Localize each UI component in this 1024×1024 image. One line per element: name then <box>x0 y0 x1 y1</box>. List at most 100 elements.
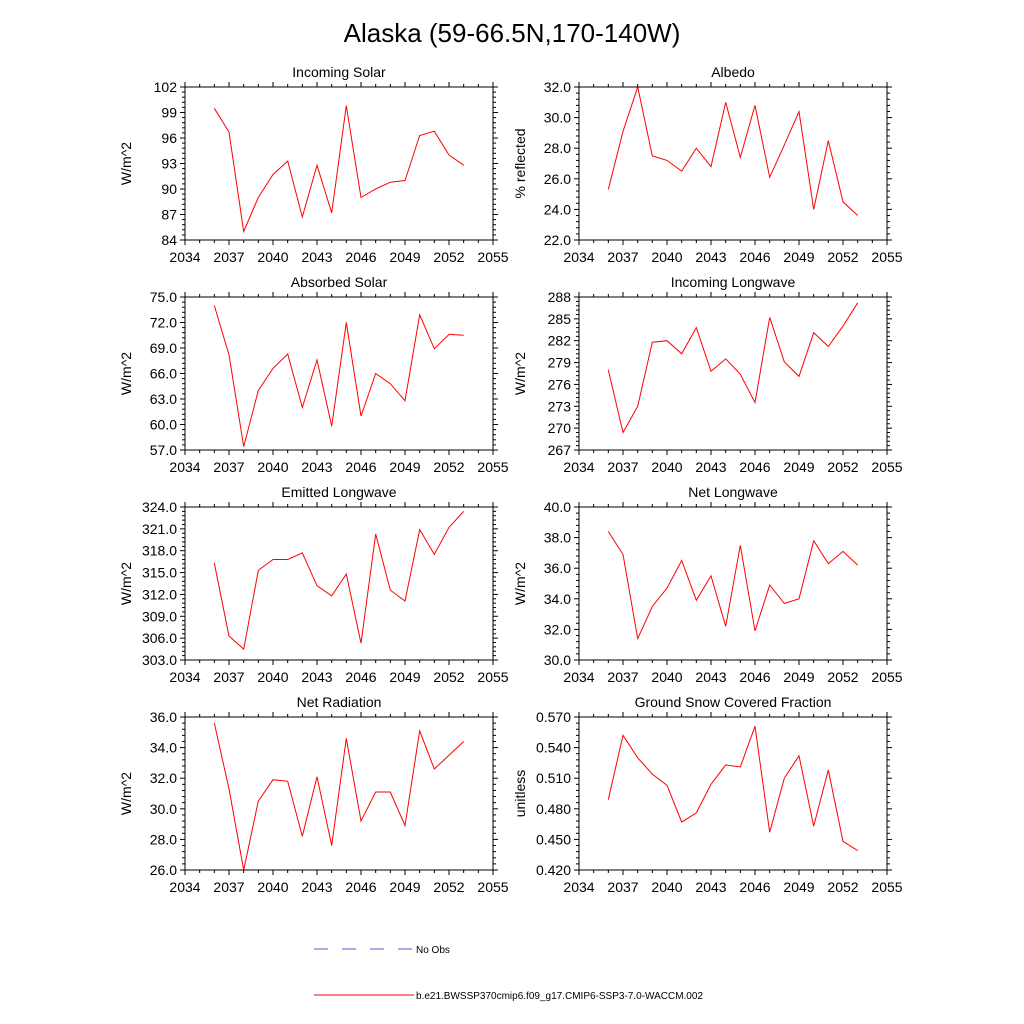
chart-panel: Incoming Solar W/m^2 84 87 90 93 96 99 102 2034 20… <box>118 64 509 265</box>
y-tick-label: 66.0 <box>150 366 177 382</box>
y-tick-label: 0.540 <box>536 740 571 756</box>
y-tick-label: 321.0 <box>142 521 177 537</box>
series-line <box>607 531 859 641</box>
y-tick-label: 288 <box>548 289 572 305</box>
y-tick-label: 0.450 <box>536 831 571 847</box>
y-axis-label: W/m^2 <box>512 562 528 605</box>
panel-title: Net Radiation <box>297 694 382 710</box>
x-tick-label: 2043 <box>301 879 332 895</box>
panels: Incoming Solar W/m^2 84 87 90 93 96 99 102 2034 20… <box>118 64 903 895</box>
x-tick-label: 2043 <box>695 249 726 265</box>
x-tick-label: 2046 <box>739 249 770 265</box>
y-tick-label: 276 <box>548 376 572 392</box>
y-tick-label: 30.0 <box>150 801 177 817</box>
x-tick-label: 2037 <box>607 249 638 265</box>
x-tick-label: 2037 <box>213 669 244 685</box>
x-tick-label: 2034 <box>169 249 200 265</box>
x-tick-label: 2034 <box>169 459 200 475</box>
y-tick-label: 32.0 <box>544 621 571 637</box>
x-tick-label: 2043 <box>695 879 726 895</box>
x-tick-label: 2055 <box>477 249 508 265</box>
panel-title: Emitted Longwave <box>281 484 396 500</box>
y-axis-label: unitless <box>512 770 528 817</box>
y-tick-label: 99 <box>161 105 177 121</box>
x-tick-label: 2037 <box>607 669 638 685</box>
x-tick-label: 2055 <box>871 249 902 265</box>
x-tick-label: 2046 <box>345 249 376 265</box>
x-tick-label: 2049 <box>389 459 420 475</box>
x-tick-label: 2037 <box>607 459 638 475</box>
y-tick-label: 0.420 <box>536 862 571 878</box>
series-line <box>213 511 465 651</box>
y-tick-label: 87 <box>161 207 177 223</box>
y-tick-label: 36.0 <box>544 560 571 576</box>
y-tick-label: 34.0 <box>150 740 177 756</box>
y-axis-label: W/m^2 <box>118 142 134 185</box>
panel-title: Albedo <box>711 64 755 80</box>
x-tick-label: 2052 <box>433 669 464 685</box>
x-tick-label: 2046 <box>345 669 376 685</box>
y-tick-label: 84 <box>161 232 177 248</box>
series-line <box>213 305 464 447</box>
x-tick-label: 2034 <box>563 249 594 265</box>
y-tick-label: 24.0 <box>544 201 571 217</box>
y-tick-label: 26.0 <box>150 862 177 878</box>
chart-panel: Net Longwave W/m^2 30.0 32.0 34.0 36.0 38.0 40.… <box>512 484 903 685</box>
chart-panel: Emitted Longwave W/m^2 303.0 306.0 309.0 312.… <box>118 484 509 685</box>
series-line <box>607 726 858 852</box>
y-tick-label: 30.0 <box>544 110 571 126</box>
panel-title: Incoming Solar <box>292 64 386 80</box>
y-tick-label: 34.0 <box>544 591 571 607</box>
y-tick-label: 303.0 <box>142 652 177 668</box>
plot-frame <box>578 506 888 661</box>
x-tick-label: 2040 <box>651 669 682 685</box>
x-tick-label: 2052 <box>433 249 464 265</box>
y-tick-label: 96 <box>161 130 177 146</box>
y-tick-label: 324.0 <box>142 499 177 515</box>
y-tick-label: 309.0 <box>142 608 177 624</box>
panel-title: Ground Snow Covered Fraction <box>635 694 832 710</box>
y-tick-label: 0.480 <box>536 801 571 817</box>
plot-frame <box>578 296 888 451</box>
x-tick-label: 2055 <box>477 669 508 685</box>
x-tick-label: 2049 <box>783 459 814 475</box>
y-tick-label: 270 <box>548 420 572 436</box>
plot-frame <box>184 506 494 661</box>
y-tick-label: 63.0 <box>150 391 177 407</box>
x-tick-label: 2055 <box>477 459 508 475</box>
y-tick-label: 315.0 <box>142 565 177 581</box>
chart-panel: Net Radiation W/m^2 26.0 28.0 30.0 32.0 34.0 36… <box>118 694 509 895</box>
x-tick-label: 2052 <box>433 459 464 475</box>
x-tick-label: 2049 <box>389 249 420 265</box>
y-tick-label: 32.0 <box>544 79 571 95</box>
legend-model-label: b.e21.BWSSP370cmip6.f09_g17.CMIP6-SSP3-7… <box>416 991 703 1002</box>
y-axis-label: W/m^2 <box>118 562 134 605</box>
x-tick-label: 2034 <box>169 669 200 685</box>
plot-frame <box>184 86 494 241</box>
x-tick-label: 2046 <box>739 879 770 895</box>
y-tick-label: 279 <box>548 355 572 371</box>
series-line <box>607 302 859 434</box>
legend: No Obs b.e21.BWSSP370cmip6.f09_g17.CMIP6… <box>314 945 703 1002</box>
series-line <box>213 105 464 234</box>
x-tick-label: 2037 <box>213 459 244 475</box>
y-tick-label: 90 <box>161 181 177 197</box>
y-tick-label: 267 <box>548 442 572 458</box>
y-tick-label: 0.570 <box>536 709 571 725</box>
y-tick-label: 60.0 <box>150 417 177 433</box>
x-tick-label: 2052 <box>827 249 858 265</box>
x-tick-label: 2040 <box>651 249 682 265</box>
y-axis-label: % reflected <box>512 128 528 198</box>
legend-obs-label: No Obs <box>416 945 450 956</box>
x-tick-label: 2040 <box>257 879 288 895</box>
x-tick-label: 2034 <box>169 879 200 895</box>
y-tick-label: 306.0 <box>142 630 177 646</box>
panel-title: Absorbed Solar <box>291 274 388 290</box>
x-tick-label: 2034 <box>563 879 594 895</box>
y-axis-label: W/m^2 <box>118 352 134 395</box>
chart-panel: Albedo % reflected 22.0 24.0 26.0 28.0 30.0 32.… <box>512 64 903 265</box>
x-tick-label: 2043 <box>695 669 726 685</box>
y-tick-label: 318.0 <box>142 543 177 559</box>
y-tick-label: 30.0 <box>544 652 571 668</box>
